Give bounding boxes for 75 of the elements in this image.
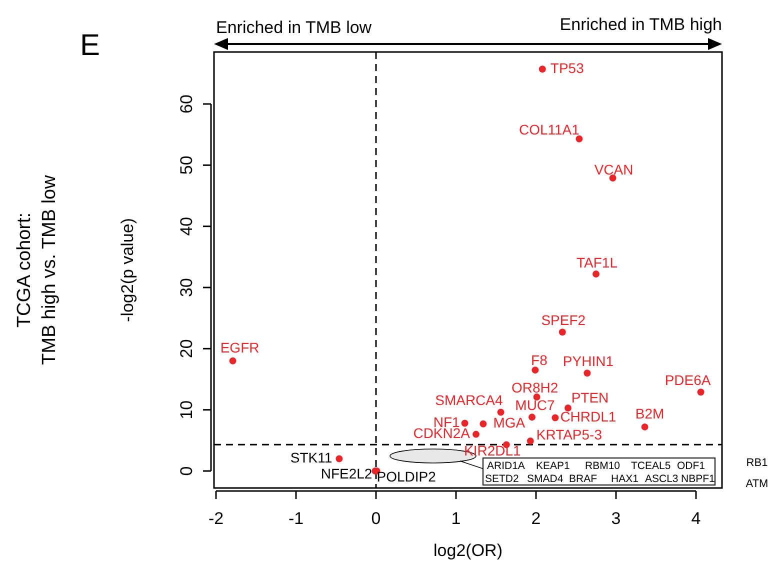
annotation: OR8H2 bbox=[511, 380, 558, 396]
point bbox=[526, 438, 534, 445]
point bbox=[533, 393, 540, 400]
annotation: STK11 bbox=[290, 449, 332, 466]
annotation: ODF1 bbox=[677, 460, 706, 472]
point bbox=[697, 388, 704, 396]
annotation: TAF1L bbox=[576, 254, 618, 271]
annotation: COL11A1 bbox=[518, 122, 580, 138]
point bbox=[472, 430, 480, 438]
point bbox=[461, 420, 468, 427]
annotation: PDE6A bbox=[664, 372, 712, 388]
annotation: MGA bbox=[493, 414, 526, 431]
annotation: KIR2DL1 bbox=[464, 442, 522, 458]
point bbox=[528, 414, 536, 421]
annotation: POLDIP2 bbox=[376, 468, 436, 485]
annotation: VCAN bbox=[594, 162, 634, 178]
point bbox=[564, 404, 572, 412]
annotation: HAX1 bbox=[611, 473, 639, 485]
annotation: RBM10 bbox=[585, 460, 620, 472]
annotation: SMARCA4 bbox=[435, 392, 504, 408]
annotation: BRAF bbox=[569, 473, 598, 485]
text: ATM bbox=[746, 478, 768, 490]
y-axis-title: -log2(p value) bbox=[118, 218, 137, 322]
text: Enriched in TMB low bbox=[216, 18, 372, 37]
annotation: NBPF1 bbox=[681, 473, 716, 485]
point bbox=[480, 420, 487, 428]
annotation: PYHIN1 bbox=[562, 352, 614, 369]
x-tick-label: -1 bbox=[288, 509, 304, 528]
text: TMB high vs. TMB low bbox=[39, 174, 60, 365]
point bbox=[609, 174, 616, 182]
x-tick-label: 3 bbox=[611, 509, 621, 528]
point bbox=[538, 66, 546, 73]
point bbox=[584, 370, 591, 377]
point bbox=[229, 357, 236, 364]
annotation: KEAP1 bbox=[536, 460, 570, 472]
point bbox=[641, 423, 648, 430]
annotation: PTEN bbox=[571, 390, 609, 406]
annotation: SETD2 bbox=[485, 473, 520, 485]
y-tick-label: 50 bbox=[177, 156, 196, 175]
x-tick-label: -2 bbox=[208, 509, 224, 528]
point bbox=[592, 270, 600, 278]
annotation: F8 bbox=[531, 352, 548, 368]
y-tick-label: 60 bbox=[177, 94, 196, 114]
y-tick-label: 20 bbox=[177, 339, 196, 358]
point bbox=[576, 135, 583, 142]
y-tick-label: 0 bbox=[177, 466, 196, 476]
y-tick-label: 10 bbox=[177, 400, 196, 420]
x-axis-title: log2(OR) bbox=[434, 541, 502, 560]
point bbox=[532, 366, 539, 374]
y-tick-label: 30 bbox=[177, 278, 196, 297]
annotation: MUC7 bbox=[515, 396, 556, 413]
annotation: TP53 bbox=[550, 60, 584, 76]
annotation: ASCL3 bbox=[645, 473, 678, 485]
x-tick-label: 4 bbox=[691, 509, 701, 528]
annotation: ARID1A bbox=[487, 460, 525, 472]
point bbox=[497, 408, 504, 416]
x-tick-label: 2 bbox=[531, 509, 541, 528]
x-tick-label: 0 bbox=[371, 509, 381, 528]
annotation: KRTAP5-3 bbox=[536, 426, 602, 443]
annotation: SMAD4 bbox=[527, 473, 564, 485]
y-tick-label: 40 bbox=[177, 216, 196, 236]
annotation: B2M bbox=[635, 406, 664, 422]
point bbox=[552, 414, 559, 422]
text: E bbox=[80, 29, 100, 62]
annotation: TCEAL5 bbox=[631, 460, 671, 472]
annotation: EGFR bbox=[220, 340, 260, 356]
point bbox=[558, 328, 566, 336]
x-tick-label: 1 bbox=[451, 509, 461, 528]
point bbox=[336, 455, 343, 462]
text: Enriched in TMB high bbox=[560, 15, 722, 34]
text: RB1 bbox=[746, 457, 768, 469]
annotation: SPEF2 bbox=[541, 312, 586, 328]
annotation: NFE2L2 bbox=[320, 466, 372, 482]
annotation: CHRDL1 bbox=[560, 408, 616, 424]
text: TCGA cohort: bbox=[14, 212, 35, 328]
